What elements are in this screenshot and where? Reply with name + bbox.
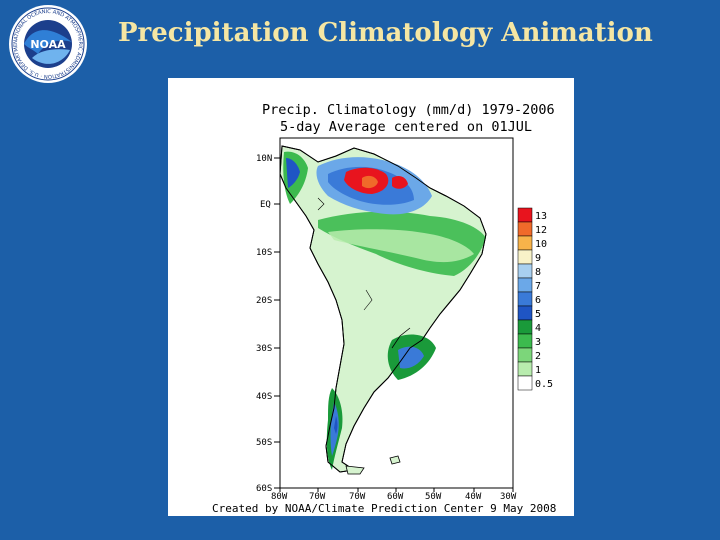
colorbar-swatch — [517, 375, 533, 391]
colorbar-swatch — [517, 207, 533, 223]
lat-label: 10N — [256, 154, 272, 164]
colorbar-swatch — [517, 333, 533, 349]
map-credit: Created by NOAA/Climate Prediction Cente… — [212, 502, 556, 515]
colorbar-swatch — [517, 347, 533, 363]
colorbar-label: 4 — [535, 323, 541, 334]
colorbar-label: 0.5 — [535, 379, 553, 390]
colorbar-swatch — [517, 319, 533, 335]
colorbar-label: 6 — [535, 295, 541, 306]
lon-label: 60W — [387, 492, 404, 502]
lon-label: 40W — [465, 492, 482, 502]
lon-axis: 80W 70W 70W 60W 50W 40W 30W — [271, 488, 517, 502]
colorbar-label: 10 — [535, 239, 547, 250]
lon-label: 50W — [425, 492, 442, 502]
colorbar-swatch — [517, 305, 533, 321]
lat-label: 20S — [256, 296, 272, 306]
lat-label: 30S — [256, 344, 272, 354]
lon-label: 70W — [309, 492, 326, 502]
colorbar-swatch — [517, 249, 533, 265]
colorbar-swatch — [517, 263, 533, 279]
colorbar-swatch — [517, 291, 533, 307]
map-title-line1: Precip. Climatology (mm/d) 1979-2006 — [262, 102, 555, 118]
precip-field — [279, 145, 487, 475]
lat-label: 50S — [256, 438, 272, 448]
lat-label: 40S — [256, 392, 272, 402]
lon-label: 30W — [500, 492, 517, 502]
colorbar-label: 5 — [535, 309, 541, 320]
colorbar-label: 2 — [535, 351, 541, 362]
colorbar-swatch — [517, 221, 533, 237]
colorbar-label: 9 — [535, 253, 541, 264]
colorbar-label: 1 — [535, 365, 541, 376]
slide-title: Precipitation Climatology Animation — [118, 18, 653, 48]
lat-axis: 10N EQ 10S 20S 30S 40S 50S 60S — [256, 154, 280, 494]
colorbar-label: 13 — [535, 211, 547, 222]
lon-label: 70W — [349, 492, 366, 502]
logo-center-text: NOAA — [30, 38, 66, 51]
lat-label: 60S — [256, 484, 272, 494]
colorbar-label: 12 — [535, 225, 547, 236]
colorbar-label: 7 — [535, 281, 541, 292]
precip-colorbar: 13 12 10 9 8 7 6 5 4 3 2 1 0.5 — [517, 207, 553, 391]
colorbar-swatch — [517, 235, 533, 251]
colorbar-swatch — [517, 277, 533, 293]
precip-map-panel: Precip. Climatology (mm/d) 1979-2006 5-d… — [168, 78, 574, 516]
map-title-line2: 5-day Average centered on 01JUL — [280, 119, 532, 135]
lon-label: 80W — [271, 492, 288, 502]
noaa-logo: NATIONAL OCEANIC AND ATMOSPHERIC ADMINIS… — [8, 4, 87, 83]
colorbar-label: 3 — [535, 337, 541, 348]
lat-label: 10S — [256, 248, 272, 258]
colorbar-swatch — [517, 361, 533, 377]
lat-label: EQ — [260, 200, 271, 210]
colorbar-label: 8 — [535, 267, 541, 278]
